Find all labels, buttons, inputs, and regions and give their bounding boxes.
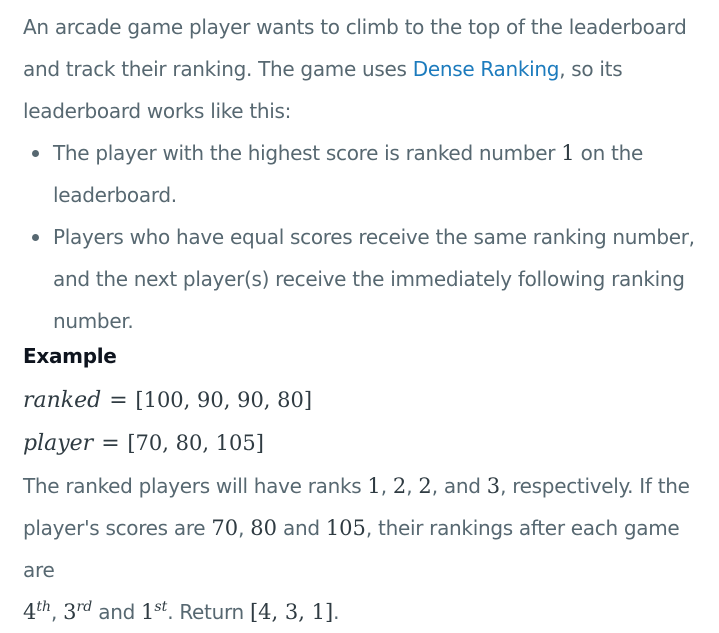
intro-line-2-start: and track their ranking. The game uses [23, 57, 413, 81]
rule-1-text-end: on the [574, 141, 644, 165]
ordinal-value: 1 [141, 600, 155, 624]
result-text: player's scores are [23, 516, 212, 540]
bullet-dot-icon [32, 234, 39, 241]
result-text: . [333, 600, 340, 624]
rule-2-line-3: number. [53, 309, 134, 333]
list-item: Players who have equal scores receive th… [23, 216, 713, 342]
separator: , [51, 600, 64, 624]
ordinal-suffix: th [36, 599, 52, 615]
rank-value: 2 [392, 474, 407, 498]
equals-sign: = [109, 388, 128, 413]
intro-paragraph: An arcade game player wants to climb to … [23, 6, 713, 132]
player-formula: player = [70, 80, 105] [23, 422, 713, 465]
separator: , [406, 474, 419, 498]
result-paragraph: The ranked players will have ranks 1, 2,… [23, 465, 713, 633]
equals-sign: = [101, 431, 120, 456]
rank-value: 2 [418, 474, 432, 498]
list-item: The player with the highest score is ran… [23, 132, 713, 216]
player-variable: player [23, 431, 94, 456]
player-array: [70, 80, 105] [127, 431, 264, 455]
result-text: and [92, 600, 142, 624]
result-text: , and [431, 474, 487, 498]
ordinal-value: 4 [23, 600, 37, 624]
result-text: and [276, 516, 326, 540]
dense-ranking-link[interactable]: Dense Ranking [412, 57, 560, 81]
result-text: , respectively. If the [500, 474, 690, 498]
rank-value: 1 [367, 474, 381, 498]
score-value: 80 [250, 516, 277, 540]
rule-1-continuation: leaderboard. [53, 183, 177, 207]
bullet-dot-icon [32, 150, 39, 157]
ordinal-suffix: st [154, 599, 168, 615]
intro-line-2-end: , so its [559, 57, 623, 81]
ranked-variable: ranked [23, 388, 102, 413]
result-text: , their rankings after each game are [23, 516, 680, 582]
rule-1-text: The player with the highest score is ran… [53, 141, 562, 165]
intro-line-1: An arcade game player wants to climb to … [23, 15, 687, 39]
ordinal-suffix: rd [76, 599, 93, 615]
score-value: 70 [211, 516, 239, 540]
ordinal-value: 3 [63, 600, 77, 624]
example-heading: Example [23, 344, 117, 368]
rule-1-rank: 1 [561, 141, 575, 165]
separator: , [380, 474, 393, 498]
score-value: 105 [325, 516, 366, 540]
ranking-rules-list: The player with the highest score is ran… [23, 132, 713, 342]
problem-description: An arcade game player wants to climb to … [23, 6, 713, 633]
ranked-array: [100, 90, 90, 80] [135, 388, 313, 412]
rank-value: 3 [486, 474, 501, 498]
rule-2-line-2: and the next player(s) receive the immed… [53, 267, 685, 291]
separator: , [238, 516, 251, 540]
intro-line-3: leaderboard works like this: [23, 99, 292, 123]
result-text: . Return [167, 600, 250, 624]
ranked-formula: ranked = [100, 90, 90, 80] [23, 379, 713, 422]
return-array: [4, 3, 1] [249, 600, 334, 624]
rule-2-line-1: Players who have equal scores receive th… [53, 225, 695, 249]
result-text: The ranked players will have ranks [23, 474, 368, 498]
